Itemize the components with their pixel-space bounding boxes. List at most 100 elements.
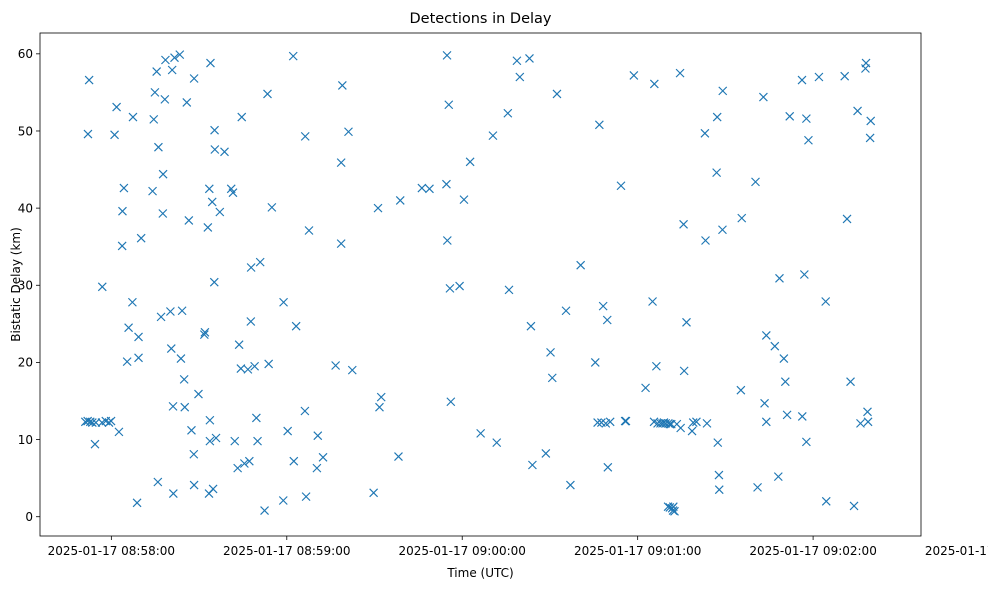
- data-point: [598, 301, 608, 311]
- data-point: [594, 120, 604, 130]
- data-point: [97, 282, 107, 292]
- data-point: [603, 462, 613, 472]
- data-point: [264, 359, 274, 369]
- data-point: [701, 236, 710, 245]
- data-point: [702, 418, 712, 428]
- data-point: [167, 65, 177, 75]
- x-tick-label: 2025-01-17 09:01:00: [574, 544, 701, 558]
- data-point: [336, 239, 346, 249]
- data-point: [228, 188, 238, 198]
- data-point: [153, 477, 163, 487]
- data-point: [149, 114, 159, 124]
- data-point: [331, 361, 341, 370]
- data-point: [194, 389, 203, 399]
- data-point: [260, 506, 269, 515]
- data-point: [814, 72, 824, 82]
- data-point: [279, 297, 288, 307]
- data-point: [375, 402, 384, 412]
- data-point: [512, 56, 522, 66]
- data-point: [289, 456, 299, 466]
- data-point: [189, 74, 199, 83]
- data-point: [119, 183, 129, 193]
- data-point: [863, 417, 873, 427]
- data-point: [785, 111, 795, 121]
- data-point: [417, 183, 427, 193]
- data-point: [442, 236, 452, 245]
- data-point: [210, 125, 219, 135]
- data-point: [182, 98, 192, 107]
- data-point: [168, 401, 178, 411]
- data-point: [515, 72, 525, 82]
- data-point: [566, 480, 575, 490]
- data-point: [679, 219, 688, 229]
- data-point: [206, 58, 215, 68]
- data-point: [455, 281, 465, 291]
- data-point: [313, 431, 323, 441]
- data-point: [347, 365, 357, 375]
- data-point: [629, 71, 639, 80]
- data-point: [291, 321, 301, 331]
- data-point: [737, 213, 747, 223]
- data-point: [797, 75, 807, 85]
- data-point: [236, 364, 246, 373]
- data-point: [175, 50, 185, 60]
- data-point: [134, 332, 143, 342]
- data-point: [665, 419, 675, 429]
- data-point: [799, 270, 809, 279]
- data-point: [770, 341, 780, 351]
- data-point: [541, 449, 551, 458]
- data-point: [318, 452, 328, 462]
- data-point: [170, 53, 179, 63]
- data-point: [773, 472, 783, 482]
- data-point: [675, 68, 685, 78]
- data-point: [651, 361, 661, 371]
- data-point: [300, 406, 310, 416]
- data-point: [203, 223, 213, 232]
- data-point: [278, 496, 288, 505]
- data-point: [445, 283, 455, 293]
- data-point: [590, 358, 600, 367]
- data-point: [775, 273, 784, 283]
- data-point: [337, 81, 347, 90]
- data-point: [712, 112, 722, 122]
- data-point: [465, 157, 475, 167]
- data-point: [132, 498, 142, 508]
- x-tick-label: 2025-01-17 08:58:00: [48, 544, 175, 558]
- data-point: [128, 112, 138, 122]
- data-point: [459, 195, 469, 205]
- y-tick-label: 60: [18, 47, 33, 61]
- data-point: [246, 317, 256, 326]
- data-point: [861, 58, 871, 68]
- data-point: [177, 306, 187, 316]
- data-point: [267, 202, 277, 212]
- data-point: [394, 452, 403, 461]
- data-point: [160, 94, 170, 104]
- data-point: [304, 226, 314, 235]
- data-point: [207, 197, 217, 207]
- data-point: [136, 233, 146, 243]
- data-point: [718, 86, 728, 96]
- data-point: [184, 216, 194, 225]
- data-point: [692, 417, 701, 427]
- y-tick-label: 20: [18, 356, 33, 370]
- data-point: [150, 87, 160, 97]
- chart-title: Detections in Delay: [409, 11, 551, 27]
- data-point: [395, 196, 405, 205]
- data-point: [234, 340, 244, 350]
- data-point: [369, 488, 379, 498]
- data-point: [205, 415, 215, 425]
- data-point: [376, 392, 386, 402]
- data-point: [373, 203, 383, 213]
- y-axis-label: Bistatic Delay (km): [9, 227, 23, 342]
- data-point: [751, 177, 760, 187]
- data-point: [205, 436, 215, 446]
- data-point: [239, 459, 249, 468]
- data-point: [246, 263, 256, 272]
- data-point: [714, 470, 724, 480]
- data-point: [114, 427, 124, 437]
- data-point: [156, 312, 166, 322]
- data-point: [576, 260, 586, 270]
- data-point: [83, 416, 93, 426]
- data-point: [158, 209, 168, 218]
- data-point: [255, 257, 265, 267]
